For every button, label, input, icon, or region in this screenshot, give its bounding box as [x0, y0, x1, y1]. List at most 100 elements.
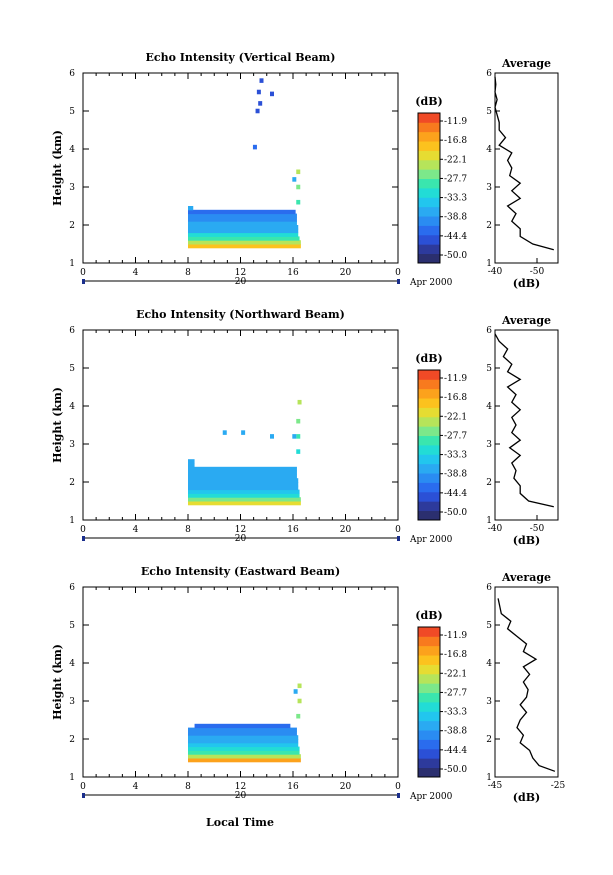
- colorbar-swatch: [418, 150, 440, 161]
- colorbar-swatch: [418, 388, 440, 399]
- y-tick-label: 3: [69, 440, 75, 450]
- day-label: 20: [235, 277, 247, 287]
- x-tick-label: 12: [235, 782, 246, 792]
- y-tick-label: 2: [69, 735, 75, 745]
- echo-row: [188, 501, 301, 506]
- y-axis-label: Height (km): [51, 387, 64, 463]
- x-tick-label: 8: [185, 268, 191, 278]
- echo-row: [188, 478, 299, 483]
- profile-y-tick-label: 4: [486, 402, 492, 412]
- profile-title: Average: [501, 314, 551, 327]
- y-tick-label: 1: [69, 773, 75, 783]
- colorbar-swatch: [418, 435, 440, 446]
- x-tick-label: 0: [395, 268, 401, 278]
- colorbar-tick-label: -33.3: [444, 451, 467, 461]
- colorbar-tick-label: -11.9: [444, 631, 467, 641]
- profile-y-tick-label: 5: [486, 107, 492, 117]
- colorbar-swatch: [418, 131, 440, 142]
- x-tick-label: 20: [340, 525, 352, 535]
- colorbar-tick-label: -11.9: [444, 117, 467, 127]
- date-label: Apr 2000: [409, 278, 453, 288]
- echo-row: [194, 723, 291, 729]
- panel-1: Echo Intensity (Vertical Beam)0 4 8 12 16 20 0…: [51, 51, 559, 290]
- colorbar-swatch: [418, 379, 440, 390]
- colorbar-swatch: [418, 463, 440, 474]
- profile-y-tick-label: 4: [486, 145, 492, 155]
- profile-frame: [494, 72, 559, 264]
- panel-title: Echo Intensity (Northward Beam): [136, 308, 345, 321]
- echo-row: [188, 482, 299, 487]
- colorbar-swatch: [418, 664, 440, 675]
- day-bar-start-marker: [82, 793, 85, 798]
- profile-x-tick-label: -25: [551, 781, 566, 791]
- colorbar-swatch: [418, 720, 440, 731]
- echo-cell: [292, 177, 297, 182]
- profile-y-tick-label: 2: [486, 735, 492, 745]
- echo-cell: [252, 144, 257, 150]
- day-bar-end-marker: [397, 536, 400, 541]
- x-tick-label: 0: [80, 268, 86, 278]
- echo-row: [188, 497, 301, 502]
- day-label: 20: [235, 534, 247, 544]
- colorbar-swatch: [418, 730, 440, 740]
- x-tick-label: 8: [185, 782, 191, 792]
- profile-x-tick-label: -50: [530, 267, 545, 277]
- profile-line: [494, 76, 554, 251]
- echo-row: [188, 213, 297, 218]
- colorbar-tick-label: -38.8: [444, 213, 467, 223]
- echo-row: [188, 463, 195, 468]
- profile-title: Average: [501, 57, 551, 70]
- echo-cell: [255, 108, 260, 114]
- y-tick-label: 6: [69, 583, 75, 593]
- echo-cell: [270, 434, 274, 439]
- echo-cell: [256, 89, 261, 95]
- profile-x-tick-label: -40: [488, 267, 503, 277]
- y-tick-label: 1: [69, 516, 75, 526]
- echo-row: [188, 754, 301, 759]
- colorbar-swatch: [418, 683, 440, 694]
- colorbar-tick-label: -22.1: [444, 669, 467, 679]
- colorbar-tick-label: -50.0: [444, 251, 467, 261]
- profile-y-tick-label: 1: [486, 773, 492, 783]
- echo-row: [188, 731, 297, 736]
- profile-y-tick-label: 6: [486, 326, 492, 336]
- colorbar-tick-label: -22.1: [444, 155, 467, 165]
- echo-cell: [259, 78, 264, 83]
- profile-y-tick-label: 2: [486, 478, 492, 488]
- colorbar-swatch: [418, 645, 440, 656]
- echo-row: [188, 225, 299, 230]
- colorbar-frame: [417, 369, 441, 521]
- echo-row: [188, 209, 296, 215]
- echo-row: [188, 217, 297, 222]
- echo-row: [188, 221, 297, 226]
- x-tick-label: 0: [395, 782, 401, 792]
- colorbar-tick-label: -44.4: [444, 232, 467, 242]
- profile-frame: [494, 329, 559, 521]
- colorbar-swatch: [418, 216, 440, 226]
- echo-row: [188, 459, 195, 464]
- colorbar-swatch: [418, 655, 440, 665]
- x-tick-label: 16: [287, 268, 299, 278]
- colorbar-swatch: [418, 636, 440, 647]
- echo-cell: [258, 101, 263, 106]
- colorbar-swatch: [418, 416, 440, 427]
- echo-cell: [296, 418, 301, 424]
- colorbar-swatch: [418, 113, 440, 123]
- echo-row: [188, 485, 299, 491]
- colorbar-tick-label: -33.3: [444, 194, 467, 204]
- colorbar-tick-label: -44.4: [444, 489, 467, 499]
- x-axis-label: Local Time: [206, 816, 274, 829]
- day-bar-start-marker: [82, 536, 85, 541]
- x-tick-label: 20: [340, 268, 352, 278]
- colorbar-swatch: [418, 178, 440, 189]
- y-axis-label: Height (km): [51, 644, 64, 720]
- colorbar-swatch: [418, 739, 440, 750]
- colorbar-swatch: [418, 253, 440, 264]
- colorbar-swatch: [418, 141, 440, 151]
- y-tick-label: 6: [69, 326, 75, 336]
- colorbar-swatch: [418, 748, 440, 759]
- y-tick-label: 3: [69, 183, 75, 193]
- y-tick-label: 2: [69, 478, 75, 488]
- date-label: Apr 2000: [409, 792, 453, 802]
- colorbar-swatch: [418, 122, 440, 133]
